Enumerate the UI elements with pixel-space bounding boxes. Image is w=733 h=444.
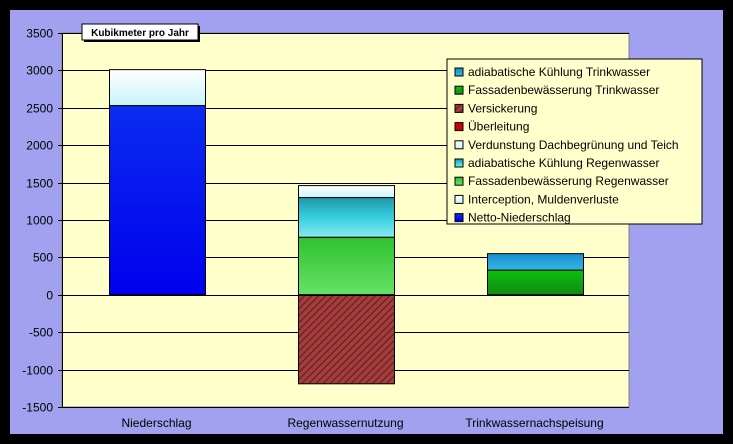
legend-swatch bbox=[454, 213, 464, 223]
bar-segment-versickerung-regenwassernutzung bbox=[298, 294, 395, 385]
legend-box bbox=[446, 58, 703, 225]
legend-swatch bbox=[454, 122, 464, 132]
legend-item-netto-niederschlag: Netto-Niederschlag bbox=[454, 211, 571, 225]
legend-item-verdunstung-dachbegruenung-und-teich: Verdunstung Dachbegrünung und Teich bbox=[454, 138, 679, 152]
legend-swatch bbox=[454, 176, 464, 186]
y-tick-label: 1000 bbox=[26, 214, 53, 228]
y-tick-label: 3000 bbox=[26, 64, 53, 78]
legend-item-adiabatische-kuehlung-regenwasser: adiabatische Kühlung Regenwasser bbox=[454, 156, 659, 170]
legend-label: Fassadenbewässerung Regenwasser bbox=[468, 174, 669, 188]
legend-label: Fassadenbewässerung Trinkwasser bbox=[468, 83, 659, 97]
y-tick-label: -1500 bbox=[22, 401, 53, 415]
x-tick-label-niederschlag: Niederschlag bbox=[121, 416, 191, 430]
legend-swatch bbox=[454, 140, 464, 150]
legend-swatch bbox=[454, 194, 464, 204]
y-tick-label: 3500 bbox=[26, 27, 53, 41]
bar-segment-fassadenbewaesserung-trinkwasser-trinkwassernachspeisung bbox=[487, 269, 584, 296]
bar-segment-adiabatische-kuehlung-regenwasser-regenwassernutzung bbox=[298, 197, 395, 238]
legend-item-adiabatische-kuehlung-trinkwasser: adiabatische Kühlung Trinkwasser bbox=[454, 65, 650, 79]
legend-swatch bbox=[454, 103, 464, 113]
legend-item-ueberleitung: Überleitung bbox=[454, 120, 529, 134]
legend-item-interception-muldenverluste: Interception, Muldenverluste bbox=[454, 192, 619, 206]
y-tick-label: -1000 bbox=[22, 364, 53, 378]
chart-area: -1500 -1000 -500 0 500 1000 1500 2000 2500 3000 35… bbox=[10, 10, 723, 434]
y-tick-label: 2000 bbox=[26, 139, 53, 153]
bar-segment-interception-muldenverluste-niederschlag bbox=[109, 69, 206, 107]
legend-swatch bbox=[454, 67, 464, 77]
y-tick-label: 0 bbox=[46, 289, 53, 303]
bar-segment-netto-niederschlag-niederschlag bbox=[109, 105, 206, 296]
legend-label: Interception, Muldenverluste bbox=[468, 192, 619, 206]
legend-item-versickerung: Versickerung bbox=[454, 101, 537, 115]
bar-segment-adiabatische-kuehlung-trinkwasser-trinkwassernachspeisung bbox=[487, 253, 584, 271]
y-tick-label: -500 bbox=[29, 326, 53, 340]
legend-label: Netto-Niederschlag bbox=[468, 211, 571, 225]
chart-title: Kubikmeter pro Jahr bbox=[91, 28, 189, 39]
x-tick-label-trinkwassernachspeisung: Trinkwassernachspeisung bbox=[465, 416, 603, 430]
legend-label: adiabatische Kühlung Trinkwasser bbox=[468, 65, 650, 79]
legend-label: Überleitung bbox=[468, 120, 529, 134]
legend-item-fassadenbewaesserung-regenwasser: Fassadenbewässerung Regenwasser bbox=[454, 174, 669, 188]
legend-swatch bbox=[454, 158, 464, 168]
x-tick-label-regenwassernutzung: Regenwassernutzung bbox=[287, 416, 403, 430]
legend-label: Versickerung bbox=[468, 101, 537, 115]
legend-swatch bbox=[454, 85, 464, 95]
y-tick-label: 500 bbox=[33, 251, 53, 265]
y-tick-label: 1500 bbox=[26, 177, 53, 191]
bar-segment-verdunstung-dachbegruenung-und-teich-regenwassernutzung bbox=[298, 185, 395, 199]
legend-label: adiabatische Kühlung Regenwasser bbox=[468, 156, 659, 170]
y-tick-label: 2500 bbox=[26, 102, 53, 116]
chart-title-shadow bbox=[198, 26, 200, 42]
stacked-bar-chart: -1500 -1000 -500 0 500 1000 1500 2000 2500 3000 35… bbox=[22, 23, 703, 430]
legend-label: Verdunstung Dachbegrünung und Teich bbox=[468, 138, 679, 152]
legend-item-fassadenbewaesserung-trinkwasser: Fassadenbewässerung Trinkwasser bbox=[454, 83, 659, 97]
bar-segment-fassadenbewaesserung-regenwasser-regenwassernutzung bbox=[298, 236, 395, 296]
chart-title-shadow bbox=[84, 40, 200, 42]
